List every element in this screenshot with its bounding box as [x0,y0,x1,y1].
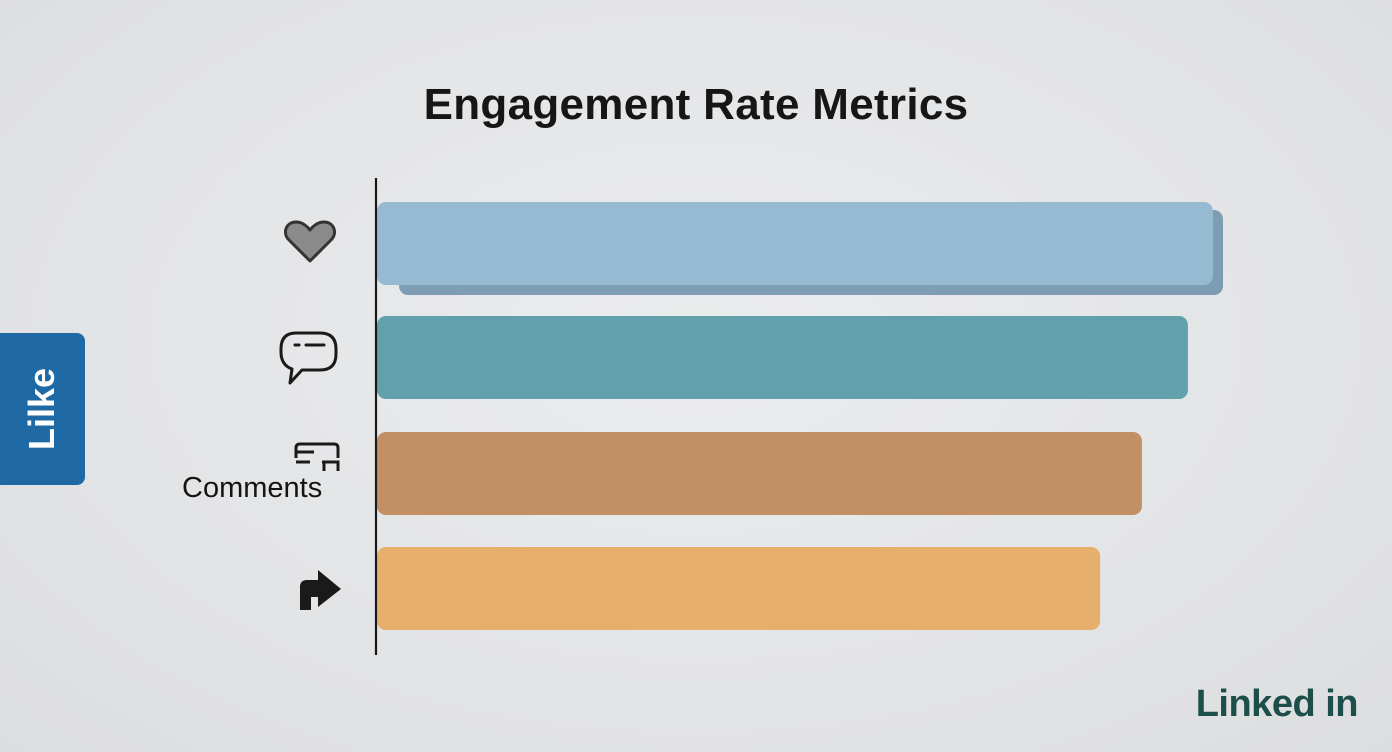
bar-1 [377,202,1213,285]
chart-title: Engagement Rate Metrics [423,80,969,129]
linkedin-logo: Linked in [1195,683,1359,725]
heart-icon [284,220,336,263]
bar-4 [377,547,1101,630]
bar-3 [377,432,1142,515]
like-tab[interactable]: Lilke [0,333,85,485]
category-label-comments: Comments [182,472,323,504]
share-arrow-icon [300,570,341,610]
speech-bubble-icon [279,331,338,385]
bar-2 [377,316,1188,399]
like-tab-label: Lilke [21,367,63,451]
comments-icon [294,442,340,471]
